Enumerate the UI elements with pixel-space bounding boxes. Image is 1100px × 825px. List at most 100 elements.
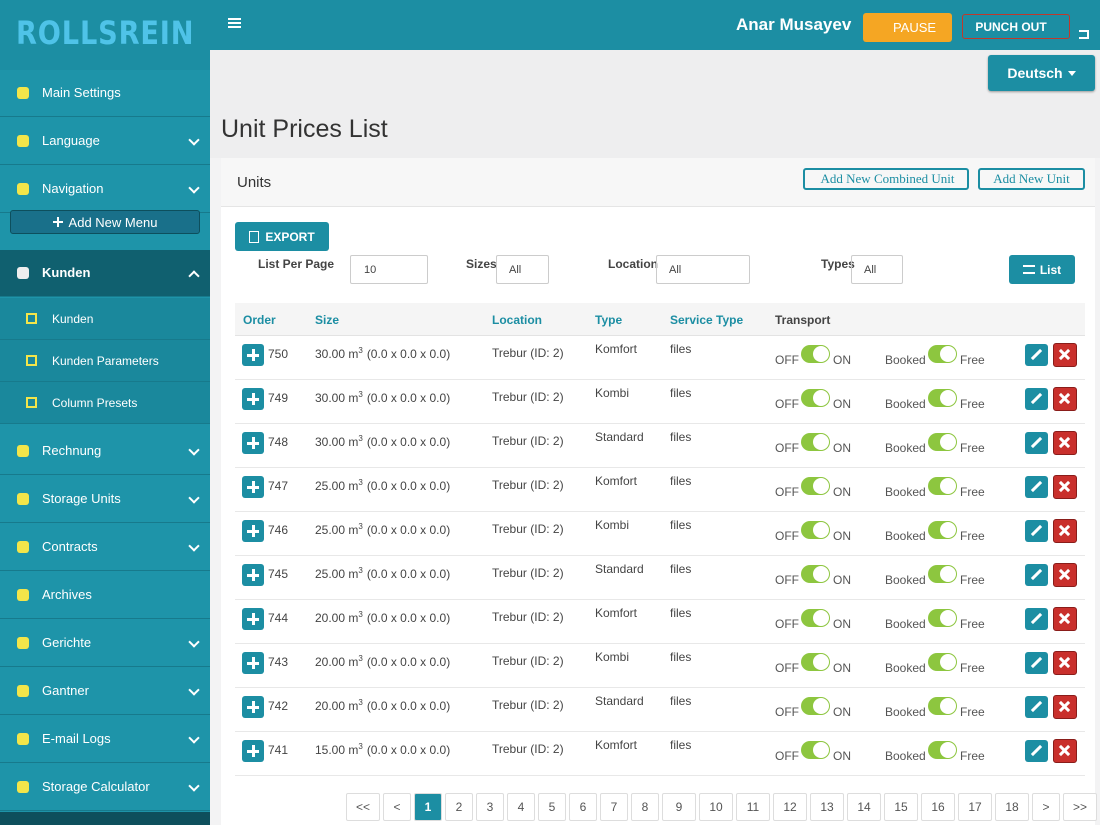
expand-button[interactable] xyxy=(242,696,264,718)
add-menu-button[interactable]: Add New Menu xyxy=(10,210,200,234)
delete-button[interactable] xyxy=(1053,651,1077,675)
toggle[interactable] xyxy=(801,653,830,671)
toggle[interactable] xyxy=(928,653,957,671)
toggle[interactable] xyxy=(801,521,830,539)
delete-button[interactable] xyxy=(1053,695,1077,719)
page-button[interactable]: << xyxy=(346,793,380,821)
delete-button[interactable] xyxy=(1053,475,1077,499)
page-button[interactable]: 13 xyxy=(810,793,844,821)
submenu-item[interactable]: Kunden Parameters xyxy=(0,340,210,382)
filter-input[interactable]: 10 xyxy=(350,255,428,284)
edit-button[interactable] xyxy=(1025,652,1048,674)
toggle[interactable] xyxy=(801,389,830,407)
edit-button[interactable] xyxy=(1025,608,1048,630)
sidebar-item[interactable]: Contracts xyxy=(0,524,210,571)
sidebar-item[interactable]: Storage Units xyxy=(0,476,210,523)
delete-button[interactable] xyxy=(1053,431,1077,455)
delete-button[interactable] xyxy=(1053,519,1077,543)
sidebar-item[interactable]: Gantner xyxy=(0,668,210,715)
page-button[interactable]: 5 xyxy=(538,793,566,821)
expand-button[interactable] xyxy=(242,432,264,454)
toggle[interactable] xyxy=(928,609,957,627)
toggle[interactable] xyxy=(928,697,957,715)
edit-button[interactable] xyxy=(1025,476,1048,498)
delete-button[interactable] xyxy=(1053,607,1077,631)
page-button[interactable]: 7 xyxy=(600,793,628,821)
add-combined-button[interactable]: Add New Combined Unit xyxy=(803,168,969,190)
delete-button[interactable] xyxy=(1053,343,1077,367)
page-button[interactable]: 17 xyxy=(958,793,992,821)
export-button[interactable]: EXPORT xyxy=(235,222,329,251)
sidebar-item[interactable]: Navigation xyxy=(0,166,210,213)
toggle[interactable] xyxy=(928,433,957,451)
language-button[interactable]: Deutsch xyxy=(988,55,1095,91)
sidebar-item[interactable]: Language xyxy=(0,118,210,165)
toggle[interactable] xyxy=(928,389,957,407)
page-button[interactable]: 18 xyxy=(995,793,1029,821)
page-button[interactable]: 4 xyxy=(507,793,535,821)
sidebar-item[interactable]: Kunden xyxy=(0,250,210,297)
sidebar-item[interactable]: Gerichte xyxy=(0,620,210,667)
filter-input[interactable]: All xyxy=(496,255,549,284)
page-button[interactable]: 2 xyxy=(445,793,473,821)
expand-button[interactable] xyxy=(242,564,264,586)
toggle[interactable] xyxy=(928,521,957,539)
menu-toggle[interactable] xyxy=(228,18,241,28)
delete-button[interactable] xyxy=(1053,739,1077,763)
page-button[interactable]: 12 xyxy=(773,793,807,821)
sidebar-item[interactable]: Storage Calculator xyxy=(0,764,210,811)
toggle[interactable] xyxy=(801,477,830,495)
sidebar-item[interactable]: E-mail Logs xyxy=(0,716,210,763)
filter-input[interactable]: All xyxy=(851,255,903,284)
toggle[interactable] xyxy=(928,345,957,363)
add-unit-button[interactable]: Add New Unit xyxy=(978,168,1085,190)
toggle[interactable] xyxy=(801,609,830,627)
sidebar-item[interactable]: Rechnung xyxy=(0,428,210,475)
edit-button[interactable] xyxy=(1025,696,1048,718)
page-button[interactable]: 9 xyxy=(662,793,696,821)
expand-button[interactable] xyxy=(242,344,264,366)
edit-button[interactable] xyxy=(1025,344,1048,366)
submenu-item[interactable]: Kunden xyxy=(0,298,210,340)
punch-out-button[interactable]: PUNCH OUT xyxy=(962,14,1070,39)
page-button[interactable]: 6 xyxy=(569,793,597,821)
page-button[interactable]: 3 xyxy=(476,793,504,821)
delete-button[interactable] xyxy=(1053,563,1077,587)
toggle[interactable] xyxy=(801,345,830,363)
expand-button[interactable] xyxy=(242,740,264,762)
edit-button[interactable] xyxy=(1025,740,1048,762)
page-button[interactable]: < xyxy=(383,793,411,821)
page-button[interactable]: 14 xyxy=(847,793,881,821)
pause-button[interactable]: PAUSE xyxy=(863,13,952,42)
page-button[interactable]: 16 xyxy=(921,793,955,821)
expand-button[interactable] xyxy=(242,476,264,498)
toggle[interactable] xyxy=(801,565,830,583)
filter-input[interactable]: All xyxy=(656,255,750,284)
edit-button[interactable] xyxy=(1025,564,1048,586)
sidebar-item[interactable]: Main Settings xyxy=(0,70,210,117)
submenu-item[interactable]: Column Presets xyxy=(0,382,210,424)
page-button[interactable]: 8 xyxy=(631,793,659,821)
expand-button[interactable] xyxy=(242,608,264,630)
toggle[interactable] xyxy=(928,477,957,495)
page-button[interactable]: > xyxy=(1032,793,1060,821)
page-button[interactable]: >> xyxy=(1063,793,1097,821)
toggle[interactable] xyxy=(801,741,830,759)
list-button[interactable]: List xyxy=(1009,255,1075,284)
expand-button[interactable] xyxy=(242,520,264,542)
toggle[interactable] xyxy=(928,565,957,583)
page-button[interactable]: 15 xyxy=(884,793,918,821)
page-button[interactable]: 11 xyxy=(736,793,770,821)
toggle[interactable] xyxy=(801,433,830,451)
edit-button[interactable] xyxy=(1025,388,1048,410)
logout-icon[interactable] xyxy=(1079,30,1089,39)
edit-button[interactable] xyxy=(1025,432,1048,454)
toggle[interactable] xyxy=(928,741,957,759)
sidebar-item[interactable]: Archives xyxy=(0,572,210,619)
delete-button[interactable] xyxy=(1053,387,1077,411)
page-button[interactable]: 1 xyxy=(414,793,442,821)
page-button[interactable]: 10 xyxy=(699,793,733,821)
expand-button[interactable] xyxy=(242,652,264,674)
toggle[interactable] xyxy=(801,697,830,715)
expand-button[interactable] xyxy=(242,388,264,410)
